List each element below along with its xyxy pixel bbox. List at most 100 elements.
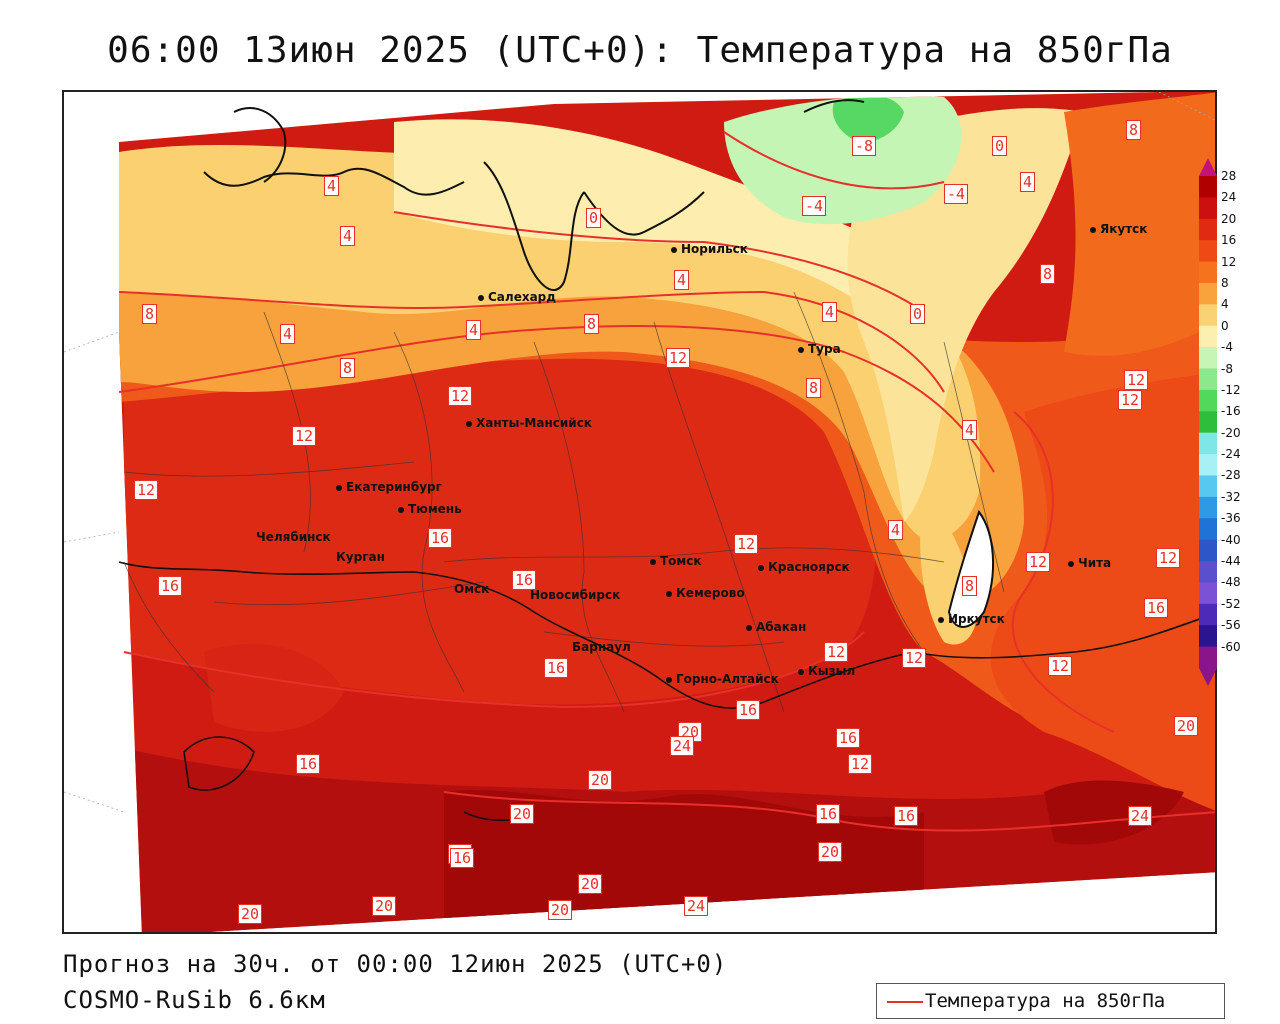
colorbar-tick-label: 12 — [1221, 254, 1237, 269]
isotherm-label: 8 — [1126, 120, 1142, 140]
isotherm-label: 8 — [584, 314, 600, 334]
city-marker-icon — [938, 616, 944, 623]
isotherm-label: -4 — [802, 196, 827, 216]
city-tura: Тура — [798, 342, 841, 356]
colorbar-tick-label: 8 — [1221, 275, 1229, 290]
isotherm-label: 20 — [510, 804, 535, 824]
colorbar-tick-label: 24 — [1221, 190, 1237, 205]
city-irkutsk: Иркутск — [938, 612, 1005, 626]
city-marker-icon — [478, 294, 484, 301]
isotherm-label: 12 — [1048, 656, 1073, 676]
isotherm-label: 8 — [1040, 264, 1056, 284]
city-marker-icon — [746, 624, 752, 631]
isotherm-label: 20 — [1174, 716, 1199, 736]
colorbar-segment — [1199, 325, 1217, 348]
city-barnaul: Барнаул — [572, 640, 631, 654]
colorbar-tick-label: 0 — [1221, 318, 1229, 333]
isotherm-label: 16 — [894, 806, 919, 826]
colorbar-tick-label: -44 — [1221, 554, 1241, 569]
city-marker-icon — [1068, 560, 1074, 567]
isotherm-label: 12 — [734, 534, 759, 554]
city-novosibirsk: Новосибирск — [530, 588, 621, 602]
temperature-field — [64, 92, 1215, 932]
colorbar-tick-label: 16 — [1221, 233, 1237, 248]
city-norilsk: Норильск — [671, 242, 748, 256]
colorbar-segment — [1199, 218, 1217, 241]
colorbar-tick-label: -24 — [1221, 447, 1241, 462]
city-krasnoyarsk: Красноярск — [758, 560, 850, 574]
colorbar-tick-label: -56 — [1221, 618, 1241, 633]
city-marker-icon — [758, 564, 764, 571]
colorbar-tick-label: -4 — [1221, 340, 1233, 355]
city-yekaterinburg: Екатеринбург — [336, 480, 442, 494]
colorbar-segment — [1199, 240, 1217, 263]
isotherm-label: 16 — [736, 700, 761, 720]
city-yakutsk: Якутск — [1090, 222, 1147, 236]
isotherm-label: 8 — [806, 378, 822, 398]
city-gorno-altaysk: Горно-Алтайск — [666, 672, 779, 686]
isotherm-label: 12 — [448, 386, 473, 406]
isotherm-label: 16 — [428, 528, 453, 548]
isotherm-label: 8 — [340, 358, 356, 378]
city-marker-icon — [1090, 226, 1096, 233]
colorbar-bottom-arrow — [1199, 668, 1217, 686]
isotherm-label: 4 — [822, 302, 838, 322]
colorbar-segment — [1199, 368, 1217, 391]
city-marker-icon — [666, 590, 672, 597]
isotherm-label: 16 — [512, 570, 537, 590]
city-tomsk: Томск — [650, 554, 702, 568]
isotherm-label: 8 — [962, 576, 978, 596]
colorbar-segment — [1199, 454, 1217, 476]
isotherm-label: 8 — [142, 304, 158, 324]
colorbar — [1199, 158, 1217, 686]
colorbar-tick-label: -12 — [1221, 382, 1241, 397]
graticule — [64, 92, 1215, 813]
colorbar-segment — [1199, 282, 1217, 305]
colorbar-tick-label: -8 — [1221, 361, 1233, 376]
colorbar-segment — [1199, 603, 1217, 626]
isotherm-label: 16 — [544, 658, 569, 678]
isotherm-label: -8 — [852, 136, 877, 156]
colorbar-segment — [1199, 304, 1217, 327]
isotherm-label: 16 — [158, 576, 183, 596]
colorbar-tick-label: 4 — [1221, 297, 1229, 312]
city-marker-icon — [671, 246, 677, 253]
isoline-swatch-icon — [887, 1001, 923, 1003]
city-marker-icon — [466, 420, 472, 427]
colorbar-tick-label: 20 — [1221, 211, 1237, 226]
isotherm-label: 20 — [548, 900, 573, 920]
isotherm-label: 4 — [888, 520, 904, 540]
city-chita: Чита — [1068, 556, 1111, 570]
city-marker-icon — [798, 668, 804, 675]
colorbar-segment — [1199, 389, 1217, 412]
city-marker-icon — [336, 484, 342, 491]
isotherm-label: 12 — [902, 648, 927, 668]
colorbar-top-arrow — [1199, 158, 1217, 176]
isotherm-label: 4 — [1020, 172, 1036, 192]
colorbar-segment — [1199, 475, 1217, 498]
isotherm-label: 20 — [578, 874, 603, 894]
colorbar-tick-label: -52 — [1221, 596, 1241, 611]
isotherm-label: 16 — [1144, 598, 1169, 618]
colorbar-tick-label: 28 — [1221, 169, 1237, 183]
city-kyzyl: Кызыл — [798, 664, 855, 678]
isotherm-label: 20 — [818, 842, 843, 862]
legend-label: Температура на 850гПа — [925, 990, 1166, 1012]
isotherm-label: 12 — [1156, 548, 1181, 568]
city-tyumen: Тюмень — [398, 502, 462, 516]
isotherm-label: 16 — [836, 728, 861, 748]
isotherm-label: 20 — [238, 904, 263, 924]
model-info: COSMO-RuSib 6.6км — [63, 986, 326, 1014]
colorbar-segment — [1199, 646, 1217, 669]
isotherm-label: 4 — [340, 226, 356, 246]
map-panel: -8 0 8 -4 4 -4 4 4 0 4 8 8 4 4 8 4 0 12 … — [62, 90, 1217, 934]
colorbar-segment — [1199, 561, 1217, 583]
city-marker-icon — [650, 558, 656, 565]
colorbar-tick-label: -28 — [1221, 468, 1241, 483]
isotherm-label: 4 — [674, 270, 690, 290]
colorbar-segment — [1199, 411, 1217, 434]
isotherm-label: 12 — [1124, 370, 1149, 390]
map-title: 06:00 13июн 2025 (UTC+0): Температура на… — [107, 30, 1173, 71]
city-marker-icon — [798, 346, 804, 353]
colorbar-segment — [1199, 432, 1217, 455]
